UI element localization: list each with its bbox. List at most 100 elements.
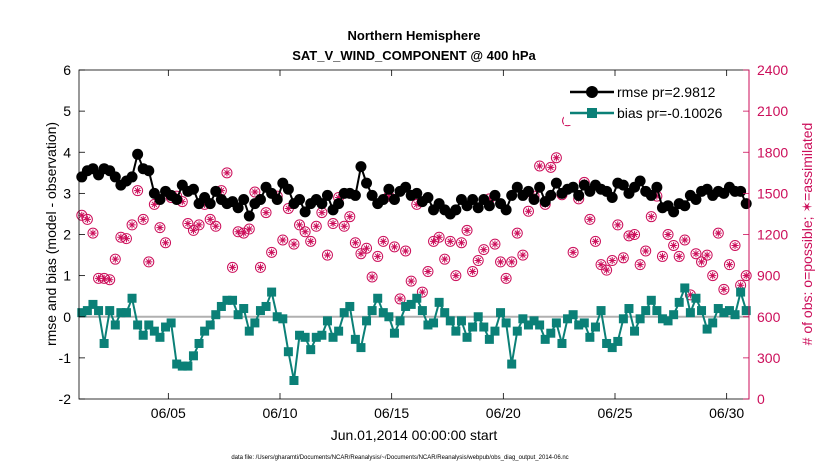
obs-possible-point <box>115 231 127 243</box>
bias-point <box>529 316 539 326</box>
obs-assimilated-point <box>268 248 276 256</box>
obs-possible-point <box>450 270 462 282</box>
y-left-tick-label: -2 <box>59 391 72 407</box>
bias-point <box>228 295 238 305</box>
obs-possible-point <box>109 253 121 265</box>
obs-possible-point <box>76 209 88 221</box>
obs-possible-point <box>517 249 529 261</box>
rmse-point <box>617 179 629 191</box>
bias-point <box>289 375 299 385</box>
obs-assimilated-point <box>692 250 700 258</box>
bias-point <box>233 310 243 320</box>
obs-assimilated-point <box>94 274 103 282</box>
bias-point <box>200 326 210 336</box>
obs-assimilated-point <box>502 274 510 282</box>
obs-possible-point <box>589 235 601 247</box>
obs-assimilated-point <box>301 228 309 236</box>
obs-assimilated-point <box>653 192 661 200</box>
rmse-point <box>522 185 534 197</box>
bias-point <box>166 318 176 328</box>
obs-possible-point <box>143 256 155 268</box>
obs-assimilated-point <box>284 204 292 213</box>
bias-point <box>445 316 455 326</box>
bias-point <box>300 332 310 342</box>
y-right-tick-label: 0 <box>757 391 765 407</box>
rmse-point <box>422 191 434 203</box>
legend-bias-marker <box>587 108 597 118</box>
obs-assimilated-point <box>111 255 119 263</box>
bias-point <box>691 293 701 303</box>
rmse-point <box>126 171 138 183</box>
obs-possible-point <box>567 246 579 258</box>
obs-assimilated-point <box>496 258 505 266</box>
obs-assimilated-point <box>245 225 253 233</box>
y-left-tick-label: 0 <box>63 309 71 325</box>
obs-assimilated-point <box>368 273 376 281</box>
obs-assimilated-point <box>290 240 298 248</box>
obs-possible-point <box>478 244 490 256</box>
obs-assimilated-point <box>307 237 315 245</box>
obs-assimilated-point <box>731 241 739 250</box>
obs-assimilated-point <box>407 277 415 285</box>
obs-possible-point <box>500 272 512 284</box>
bias-point <box>479 322 489 332</box>
rmse-point <box>316 198 328 210</box>
obs-possible-point <box>277 234 289 246</box>
obs-possible-point <box>193 219 205 231</box>
obs-assimilated-point <box>491 240 499 248</box>
bias-point <box>255 306 265 316</box>
obs-possible-point <box>366 271 378 283</box>
obs-assimilated-point <box>441 255 449 263</box>
obs-possible-point <box>327 218 339 230</box>
bias-point <box>434 297 444 307</box>
bias-point <box>99 338 109 348</box>
rmse-point <box>238 194 250 206</box>
obs-assimilated-point <box>78 211 86 219</box>
obs-possible-point <box>668 239 680 251</box>
bias-point <box>211 310 221 320</box>
obs-assimilated-point <box>323 251 332 259</box>
y-right-tick-label: 900 <box>757 268 781 284</box>
bias-point <box>579 318 589 328</box>
rmse-point <box>294 194 306 206</box>
obs-assimilated-point <box>463 226 471 234</box>
bias-point <box>585 332 595 342</box>
obs-possible-point <box>120 233 132 245</box>
x-tick-label: 06/10 <box>262 405 297 421</box>
axes-layer: 06/05 06/10 06/15 06/20 06/25 06/30 -2 -1 0 1 2 3 4 5… <box>59 62 789 421</box>
bias-point <box>440 308 450 318</box>
bias-point <box>596 306 606 316</box>
bias-point <box>278 314 288 324</box>
bias-point <box>121 308 131 318</box>
rmse-point <box>690 194 702 206</box>
obs-assimilated-point <box>150 200 158 208</box>
obs-possible-point <box>104 274 116 286</box>
obs-possible-point <box>344 211 356 223</box>
obs-assimilated-point <box>390 243 399 251</box>
obs-assimilated-point <box>178 198 186 206</box>
obs-possible-point <box>160 237 172 249</box>
bias-point <box>736 287 746 297</box>
obs-assimilated-point <box>228 263 237 271</box>
obs-possible-point <box>634 259 646 271</box>
obs-assimilated-point <box>480 245 488 254</box>
obs-assimilated-point <box>83 215 91 224</box>
obs-assimilated-point <box>709 272 717 280</box>
rmse-point <box>645 189 657 201</box>
bias-point <box>138 330 148 340</box>
obs-assimilated-point <box>424 267 432 276</box>
bias-point <box>177 361 187 371</box>
obs-assimilated-point <box>189 226 198 234</box>
obs-possible-point <box>232 226 244 238</box>
bias-point <box>646 295 656 305</box>
rmse-point <box>573 189 585 201</box>
bias-point <box>384 312 394 322</box>
obs-possible-point <box>656 250 668 262</box>
y-right-tick-label: 1200 <box>757 227 788 243</box>
bias-point <box>590 322 600 332</box>
obs-assimilated-point <box>524 207 533 215</box>
x-tick-label: 06/20 <box>486 405 521 421</box>
obs-assimilated-point <box>240 229 248 237</box>
bias-point <box>155 332 165 342</box>
rmse-point <box>366 189 378 201</box>
